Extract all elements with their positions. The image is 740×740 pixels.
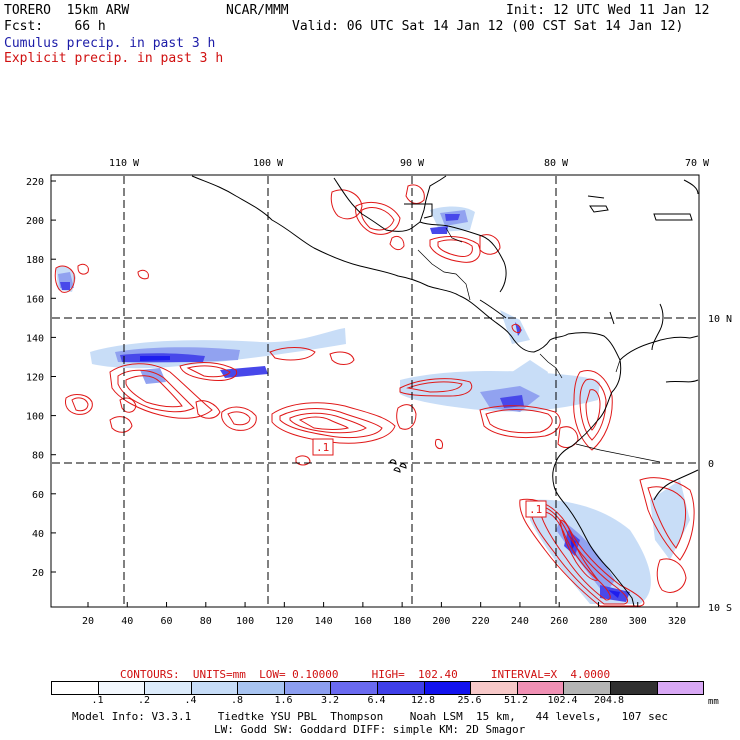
- init-time: Init: 12 UTC Wed 11 Jan 12: [506, 3, 710, 18]
- colorbar-label: 102.4: [547, 695, 578, 706]
- contour-label-2: .1: [525, 500, 547, 518]
- colorbar-label: 12.8: [410, 695, 436, 706]
- physics-info: LW: Godd SW: Goddard DIFF: simple KM: 2D…: [214, 723, 526, 736]
- colorbar-swatch: [52, 682, 98, 694]
- colorbar-swatch: [656, 682, 704, 694]
- cumulus-precip-areas: [56, 206, 690, 604]
- colorbar-labels: .1 .2 .4 .8 1.6 3.2 6.4 12.8 25.6 51.2 102.4 204.8: [0, 695, 740, 707]
- model-name: TORERO 15km ARW: [4, 3, 130, 18]
- colorbar-swatch: [97, 682, 145, 694]
- contour-label-text-1: .1: [316, 441, 329, 454]
- x-tick-label: 80: [200, 616, 212, 627]
- x-tick-label: 280: [589, 616, 607, 627]
- y-tick-label: 180: [26, 255, 44, 266]
- model-info: Model Info: V3.3.1 Tiedtke YSU PBL Thomp…: [72, 710, 669, 723]
- x-tick-label: 200: [432, 616, 450, 627]
- y-tick-label: 120: [26, 373, 44, 384]
- colorbar-label: 204.8: [593, 695, 625, 706]
- longitude-label: 110 W: [109, 158, 140, 169]
- colorbar-label: 3.2: [320, 695, 340, 706]
- x-tick-label: 220: [472, 616, 490, 627]
- x-tick-label: 180: [393, 616, 411, 627]
- colorbar-swatch: [144, 682, 191, 694]
- colorbar-swatch: [516, 682, 564, 694]
- x-tick-label: 120: [275, 616, 293, 627]
- y-tick-label: 40: [32, 529, 44, 540]
- colorbar: [51, 681, 704, 695]
- valid-time: Valid: 06 UTC Sat 14 Jan 12 (00 CST Sat …: [292, 19, 684, 34]
- colorbar-label: .4: [184, 695, 197, 706]
- y-tick-label: 200: [26, 216, 44, 227]
- colorbar-swatch: [283, 682, 331, 694]
- y-tick-label: 20: [32, 568, 44, 579]
- colorbar-swatch: [423, 682, 471, 694]
- x-tick-label: 100: [236, 616, 254, 627]
- borders: [417, 227, 661, 463]
- y-tick-label: 60: [32, 490, 44, 501]
- colorbar-unit: mm: [708, 697, 719, 707]
- x-tick-label: 320: [668, 616, 686, 627]
- x-tick-label: 20: [82, 616, 94, 627]
- y-tick-label: 80: [32, 451, 44, 462]
- center-name: NCAR/MMM: [226, 3, 289, 18]
- y-tick-label: 140: [26, 333, 44, 344]
- cumulus-legend: Cumulus precip. in past 3 h: [4, 36, 216, 51]
- longitude-label: 90 W: [400, 158, 425, 169]
- coastlines: [191, 175, 699, 607]
- longitude-label: 70 W: [685, 158, 710, 169]
- colorbar-swatch: [609, 682, 657, 694]
- colorbar-label: 25.6: [457, 695, 482, 706]
- x-tick-label: 260: [550, 616, 568, 627]
- colorbar-swatch: [563, 682, 610, 694]
- colorbar-label: .2: [137, 695, 151, 706]
- y-tick-label: 100: [26, 412, 44, 423]
- colorbar-swatch: [190, 682, 238, 694]
- x-tick-label: 160: [354, 616, 372, 627]
- colorbar-swatch: [470, 682, 517, 694]
- longitude-label: 100 W: [253, 158, 284, 169]
- colorbar-label: 51.2: [503, 695, 529, 706]
- contour-label-1: .1: [312, 438, 334, 456]
- colorbar-swatch: [377, 682, 424, 694]
- colorbar-label: 6.4: [367, 695, 386, 706]
- colorbar-swatch: [330, 682, 378, 694]
- forecast-hour: Fcst: 66 h: [4, 19, 106, 34]
- colorbar-swatch: [237, 682, 284, 694]
- x-tick-label: 60: [161, 616, 173, 627]
- x-tick-label: 140: [315, 616, 333, 627]
- y-tick-label: 160: [26, 294, 44, 305]
- contour-label-text-2: .1: [529, 503, 542, 516]
- latitude-label: 0: [708, 459, 714, 470]
- colorbar-label: .8: [230, 695, 244, 706]
- latitude-label: 10 N: [708, 314, 732, 325]
- y-tick-label: 220: [26, 177, 44, 188]
- colorbar-label: 1.6: [274, 695, 293, 706]
- colorbar-label: .1: [91, 695, 104, 706]
- longitude-label: 80 W: [544, 158, 569, 169]
- contours-info: CONTOURS: UNITS=mm LOW= 0.10000 HIGH= 10…: [120, 668, 611, 681]
- explicit-precip-contours: [54, 184, 695, 607]
- x-tick-label: 40: [121, 616, 133, 627]
- axis-ticks: 220 200 180 160 140 120 100 80 60 40 20 20 40 60 80 100…: [26, 158, 732, 627]
- explicit-legend: Explicit precip. in past 3 h: [4, 51, 224, 66]
- x-tick-label: 300: [629, 616, 647, 627]
- latitude-label: 10 S: [708, 603, 732, 614]
- x-tick-label: 240: [511, 616, 529, 627]
